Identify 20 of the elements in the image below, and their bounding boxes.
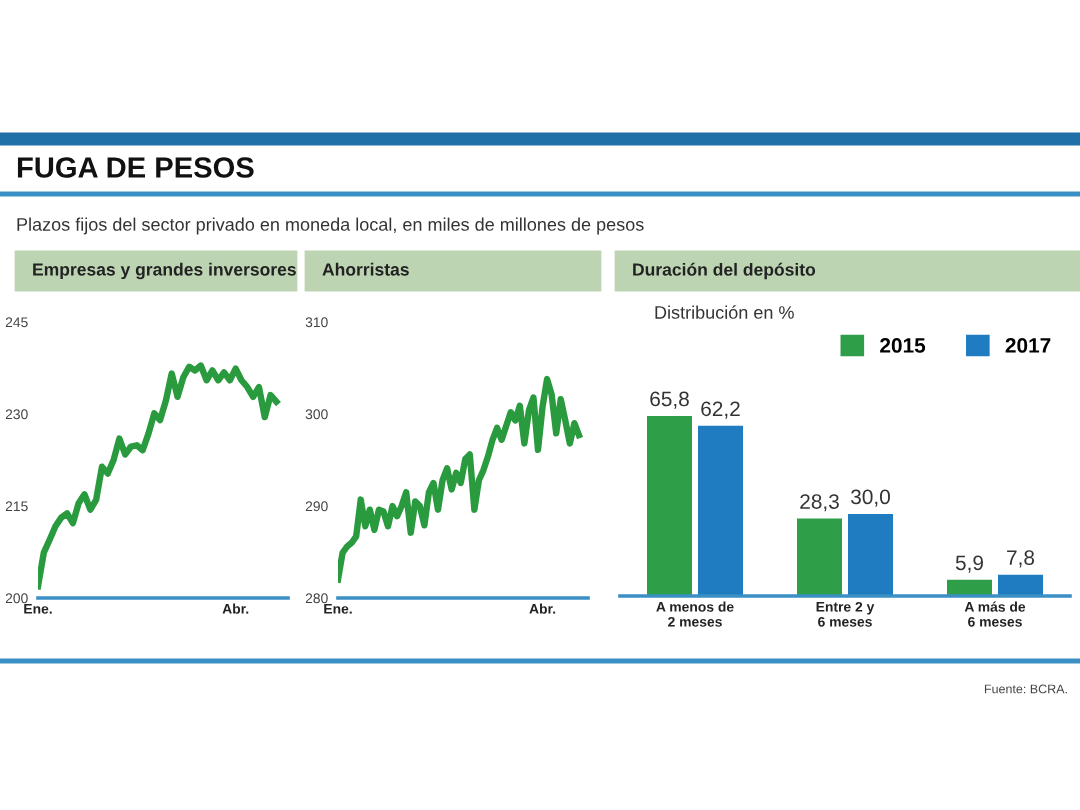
legend-label: 2017 <box>1005 338 1051 353</box>
line-series <box>38 362 280 590</box>
legend-label: 2015 <box>880 338 926 353</box>
text: FUGA DE PESOS <box>17 157 254 178</box>
bar <box>698 425 743 596</box>
bar <box>848 513 893 596</box>
data-label: 65,8 <box>650 391 689 409</box>
chart-subtitle: Distribución en % <box>655 305 794 319</box>
data-label: 7,8 <box>1007 550 1035 568</box>
line-series <box>338 375 583 583</box>
bar <box>647 416 692 596</box>
chart-title: Duración del depósito <box>633 262 816 280</box>
text: Plazos fijos del sector privado en moneda local, en miles de millones de pesos <box>17 217 644 235</box>
data-label: 5,9 <box>955 555 983 573</box>
data-label: 28,3 <box>800 494 839 512</box>
data-label: 30,0 <box>851 489 890 507</box>
data-label: 62,2 <box>701 401 740 419</box>
bar <box>797 518 842 596</box>
chart-title: Empresas y grandes inversores <box>33 262 296 280</box>
chart-title: Ahorristas <box>322 262 409 276</box>
